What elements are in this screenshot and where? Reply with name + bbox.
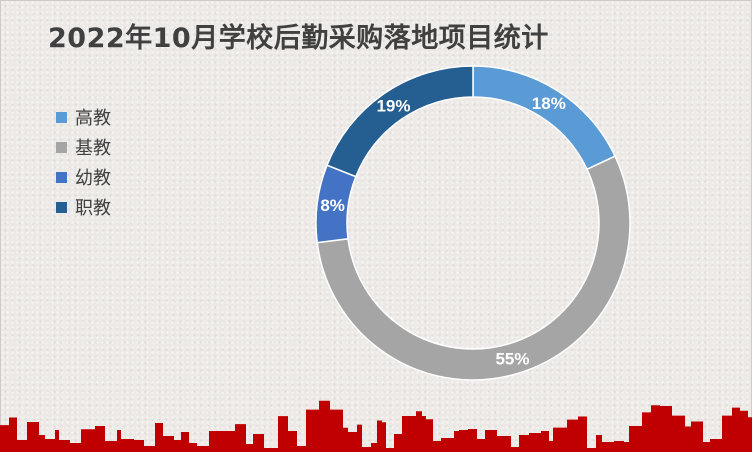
city-skyline-icon	[0, 400, 752, 452]
legend-item: 高教	[56, 102, 111, 132]
donut-slice-1	[316, 155, 631, 381]
legend-swatch-gaojiao	[56, 111, 67, 123]
legend-swatch-youjiao	[56, 171, 67, 183]
legend-swatch-zhijiao	[56, 201, 67, 213]
legend-item: 基教	[56, 132, 111, 162]
data-label: 8%	[320, 196, 345, 215]
donut-slice-3	[326, 65, 474, 178]
legend-item: 职教	[56, 192, 111, 222]
legend-swatch-jijiao	[56, 141, 67, 153]
legend-label: 职教	[75, 198, 111, 219]
legend-label: 高教	[75, 108, 111, 129]
donut-slice-0	[472, 65, 617, 171]
data-label: 19%	[376, 96, 410, 115]
data-label: 55%	[495, 349, 529, 368]
chart-title: 2022年10月学校后勤采购落地项目统计	[48, 23, 549, 54]
legend: 高教 基教 幼教 职教	[56, 102, 111, 222]
legend-item: 幼教	[56, 162, 111, 192]
legend-label: 基教	[75, 138, 111, 159]
legend-label: 幼教	[75, 168, 111, 189]
skyline-shape	[0, 400, 752, 452]
data-label: 18%	[532, 94, 566, 113]
